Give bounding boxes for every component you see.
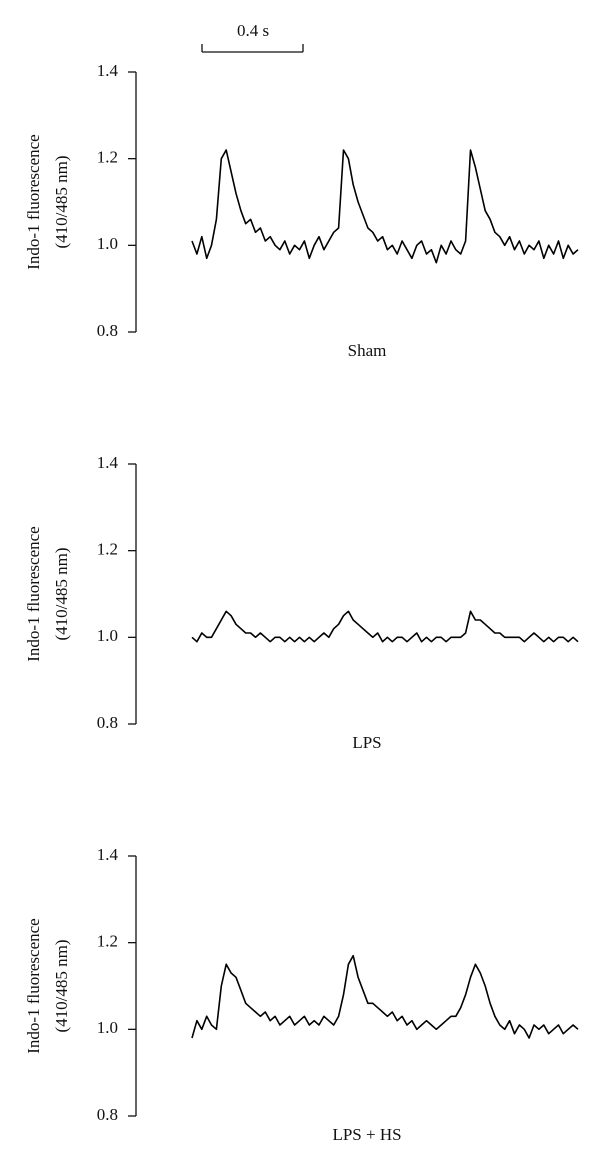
y-axis-label: (410/485 nm) [52, 155, 71, 248]
y-tick-label: 0.8 [97, 1105, 118, 1124]
y-tick-label: 1.2 [97, 148, 118, 167]
y-tick-label: 1.4 [97, 61, 119, 80]
y-tick-label: 1.4 [97, 845, 119, 864]
trace [191, 954, 579, 1039]
y-tick-label: 1.2 [97, 932, 118, 951]
y-tick-label: 1.4 [97, 453, 119, 472]
y-tick-label: 1.0 [97, 234, 118, 253]
y-axis-label: (410/485 nm) [52, 547, 71, 640]
scale-bar-label: 0.4 s [237, 21, 269, 40]
y-axis-label: Indo-1 fluorescence [24, 918, 43, 1053]
y-tick-label: 0.8 [97, 713, 118, 732]
panel-label: LPS [352, 733, 381, 752]
y-tick-label: 1.2 [97, 540, 118, 559]
y-tick-label: 1.0 [97, 1018, 118, 1037]
y-axis-label: (410/485 nm) [52, 939, 71, 1032]
y-tick-label: 1.0 [97, 626, 118, 645]
y-tick-label: 0.8 [97, 321, 118, 340]
panel-label: LPS + HS [332, 1125, 401, 1144]
y-axis-label: Indo-1 fluorescence [24, 134, 43, 269]
y-axis-label: Indo-1 fluorescence [24, 526, 43, 661]
panel-label: Sham [348, 341, 387, 360]
trace [191, 149, 579, 264]
trace [191, 610, 579, 643]
